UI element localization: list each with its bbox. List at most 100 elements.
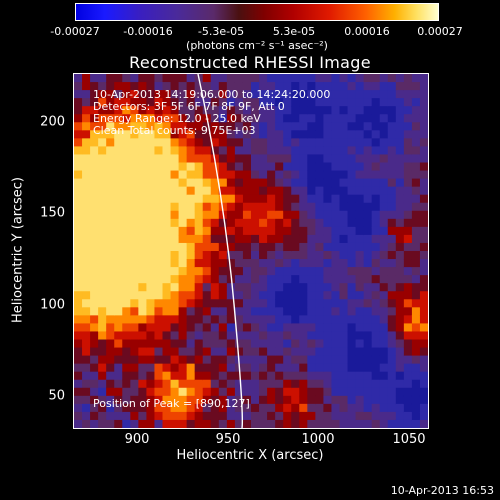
- image-pixel: [387, 178, 397, 188]
- image-pixel: [291, 419, 300, 428]
- image-pixel: [202, 242, 212, 252]
- image-pixel: [403, 122, 413, 131]
- image-pixel: [146, 291, 156, 300]
- image-pixel: [98, 315, 107, 325]
- image-pixel: [355, 267, 365, 276]
- image-pixel: [170, 347, 180, 357]
- image-pixel: [387, 283, 397, 292]
- image-pixel: [403, 371, 413, 381]
- image-pixel: [379, 323, 389, 333]
- image-pixel: [403, 82, 413, 91]
- image-pixel: [82, 275, 91, 284]
- image-pixel: [411, 210, 421, 220]
- image-pixel: [387, 323, 397, 333]
- image-pixel: [315, 130, 325, 139]
- image-pixel: [419, 226, 428, 236]
- image-pixel: [178, 98, 188, 107]
- image-pixel: [82, 98, 91, 107]
- image-pixel: [194, 419, 204, 428]
- image-pixel: [355, 379, 365, 389]
- image-pixel: [98, 186, 107, 196]
- image-pixel: [242, 138, 252, 148]
- image-pixel: [218, 178, 228, 188]
- image-pixel: [138, 106, 148, 115]
- image-pixel: [162, 275, 172, 284]
- image-pixel: [154, 363, 164, 373]
- colorbar-units: (photons cm⁻² s⁻¹ asec⁻²): [186, 39, 328, 52]
- image-pixel: [242, 106, 252, 115]
- image-pixel: [138, 251, 148, 260]
- image-pixel: [74, 138, 83, 148]
- image-pixel: [90, 411, 99, 421]
- image-pixel: [114, 339, 123, 349]
- image-pixel: [178, 218, 188, 228]
- image-pixel: [74, 210, 83, 220]
- image-pixel: [74, 154, 83, 164]
- image-pixel: [331, 363, 341, 373]
- image-pixel: [387, 307, 397, 316]
- image-pixel: [371, 74, 381, 83]
- image-pixel: [315, 403, 325, 413]
- image-pixel: [339, 186, 349, 196]
- image-pixel: [210, 138, 220, 148]
- image-pixel: [202, 122, 212, 131]
- image-pixel: [267, 242, 276, 252]
- y-tick-label: 200: [40, 114, 65, 130]
- image-pixel: [242, 146, 252, 156]
- image-pixel: [363, 331, 373, 341]
- image-pixel: [387, 251, 397, 260]
- image-pixel: [363, 275, 373, 284]
- image-pixel: [291, 138, 300, 148]
- image-pixel: [138, 363, 148, 373]
- image-pixel: [170, 226, 180, 236]
- image-pixel: [194, 355, 204, 365]
- image-pixel: [259, 202, 268, 212]
- image-pixel: [387, 106, 397, 115]
- image-pixel: [74, 98, 83, 107]
- image-pixel: [323, 331, 333, 341]
- image-pixel: [331, 242, 341, 252]
- image-pixel: [114, 194, 123, 204]
- image-pixel: [267, 226, 276, 236]
- image-pixel: [210, 218, 220, 228]
- image-pixel: [347, 114, 357, 123]
- image-pixel: [226, 170, 236, 180]
- image-pixel: [178, 379, 188, 389]
- image-pixel: [154, 315, 164, 325]
- image-pixel: [419, 307, 428, 316]
- image-pixel: [331, 283, 341, 292]
- image-pixel: [291, 218, 300, 228]
- image-pixel: [186, 387, 196, 397]
- image-pixel: [242, 186, 252, 196]
- image-pixel: [395, 411, 405, 421]
- image-pixel: [74, 234, 83, 244]
- image-pixel: [339, 363, 349, 373]
- image-pixel: [186, 242, 196, 252]
- image-pixel: [275, 178, 284, 188]
- image-pixel: [291, 275, 300, 284]
- image-pixel: [186, 371, 196, 381]
- image-pixel: [347, 387, 357, 397]
- image-pixel: [379, 90, 389, 99]
- image-pixel: [259, 130, 268, 139]
- image-pixel: [371, 411, 381, 421]
- image-pixel: [122, 154, 131, 164]
- rhessi-image[interactable]: [73, 73, 429, 429]
- image-pixel: [114, 130, 123, 139]
- image-pixel: [194, 291, 204, 300]
- image-pixel: [411, 315, 421, 325]
- image-pixel: [395, 242, 405, 252]
- image-pixel: [202, 98, 212, 107]
- image-pixel: [419, 234, 428, 244]
- image-pixel: [178, 267, 188, 276]
- image-pixel: [419, 275, 428, 284]
- image-pixel: [242, 323, 252, 333]
- image-pixel: [234, 226, 244, 236]
- image-pixel: [154, 186, 164, 196]
- image-pixel: [202, 194, 212, 204]
- image-pixel: [331, 162, 341, 172]
- image-pixel: [403, 251, 413, 260]
- image-pixel: [82, 82, 91, 91]
- image-pixel: [275, 98, 284, 107]
- image-pixel: [299, 355, 308, 365]
